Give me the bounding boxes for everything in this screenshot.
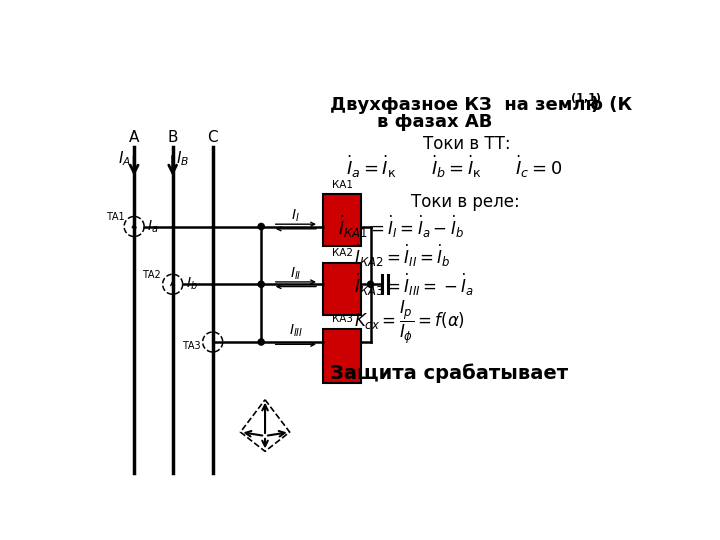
Text: КА1: КА1 — [331, 179, 353, 190]
Text: $I_a$: $I_a$ — [148, 218, 158, 235]
Text: A: A — [129, 131, 140, 145]
Text: КА2: КА2 — [331, 248, 353, 258]
Text: $\dot{I}_{КА2} = \dot{I}_{II} = \dot{I}_b$: $\dot{I}_{КА2} = \dot{I}_{II} = \dot{I}_… — [354, 242, 450, 269]
Text: Двухфазное КЗ  на землю (К: Двухфазное КЗ на землю (К — [330, 96, 633, 114]
Text: B: B — [167, 131, 178, 145]
Text: $\dot{I}_{КА3} = \dot{I}_{III} = -\dot{I}_a$: $\dot{I}_{КА3} = \dot{I}_{III} = -\dot{I… — [354, 272, 473, 298]
Text: Защита срабатывает: Защита срабатывает — [330, 363, 569, 382]
Text: $I_{II}$: $I_{II}$ — [290, 265, 302, 282]
Text: ТА3: ТА3 — [182, 341, 200, 351]
Text: $I_А$: $I_А$ — [118, 150, 131, 168]
Circle shape — [367, 281, 374, 287]
Text: в фазах АВ: в фазах АВ — [377, 113, 492, 131]
Bar — [323, 194, 361, 246]
Text: $\dot{I}_b = \dot{I}_{\rm к}$: $\dot{I}_b = \dot{I}_{\rm к}$ — [431, 154, 482, 180]
Circle shape — [258, 339, 264, 345]
Text: ТА1: ТА1 — [106, 212, 125, 222]
Circle shape — [258, 224, 264, 230]
Text: Токи в ТТ:: Токи в ТТ: — [423, 135, 510, 153]
Text: ТА2: ТА2 — [142, 270, 161, 280]
Text: ): ) — [590, 96, 599, 114]
Text: $\dot{I}_a = \dot{I}_{\rm к}$: $\dot{I}_a = \dot{I}_{\rm к}$ — [346, 154, 397, 180]
Text: $\dot{I}_{КА1} = \dot{I}_{I} = \dot{I}_a - \dot{I}_b$: $\dot{I}_{КА1} = \dot{I}_{I} = \dot{I}_a… — [338, 213, 464, 240]
Text: C: C — [207, 131, 218, 145]
Text: $I_b$: $I_b$ — [186, 276, 197, 293]
Text: (1,1): (1,1) — [571, 93, 600, 103]
Bar — [323, 329, 361, 383]
Text: $I_I$: $I_I$ — [292, 207, 300, 224]
Text: $K_{cx} = \dfrac{I_p}{I_\phi} = f(\alpha)$: $K_{cx} = \dfrac{I_p}{I_\phi} = f(\alpha… — [354, 299, 464, 346]
Bar — [323, 262, 361, 315]
Text: $I_{III}$: $I_{III}$ — [289, 323, 303, 340]
Text: $\dot{I}_c = 0$: $\dot{I}_c = 0$ — [516, 154, 562, 180]
Text: $I_В$: $I_В$ — [176, 150, 189, 168]
Circle shape — [258, 281, 264, 287]
Text: Токи в реле:: Токи в реле: — [411, 193, 520, 211]
Text: КА3: КА3 — [331, 314, 353, 325]
